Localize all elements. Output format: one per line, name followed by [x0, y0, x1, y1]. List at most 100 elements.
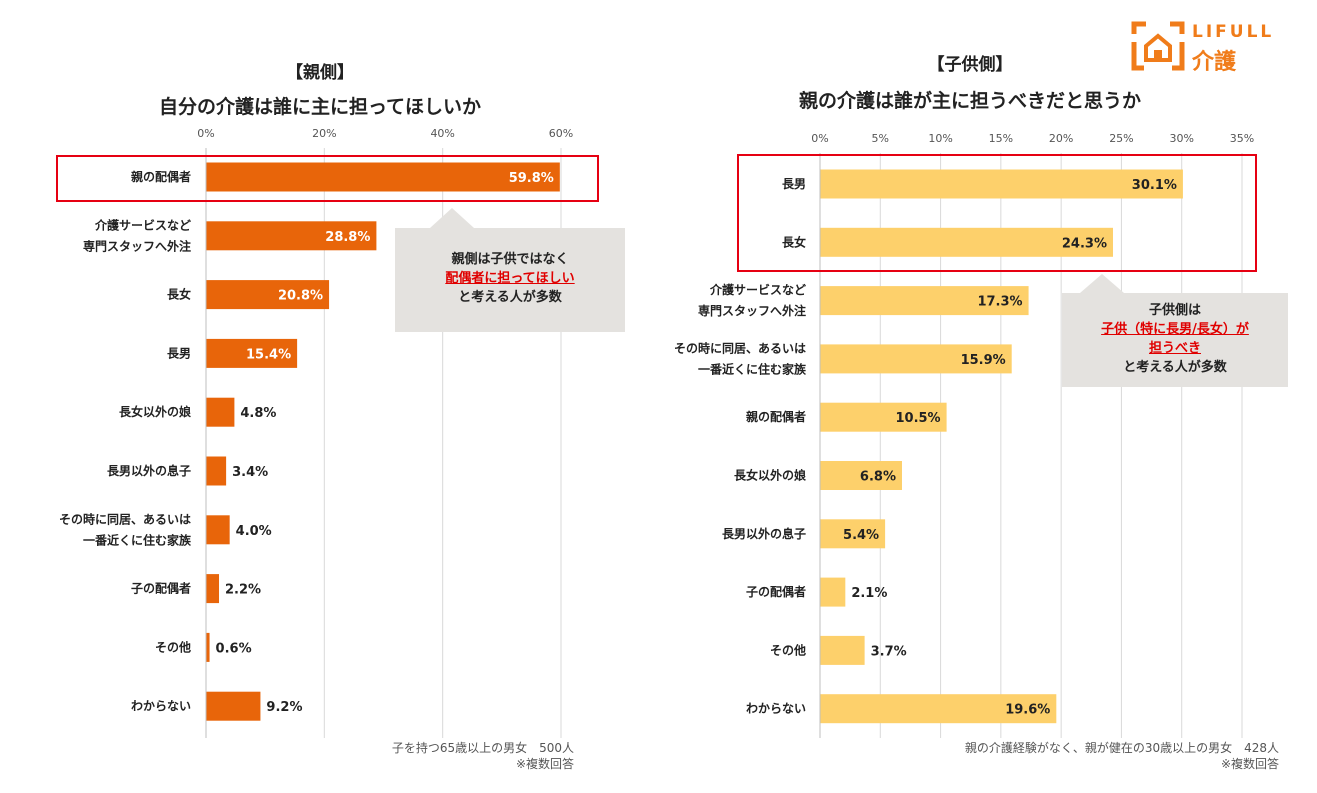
- value-label: 4.8%: [240, 406, 276, 421]
- value-label: 0.6%: [216, 641, 252, 656]
- x-tick-label: 15%: [989, 132, 1013, 145]
- sample-note-line2: ※複数回答: [515, 757, 574, 771]
- category-label: 長男: [167, 345, 191, 360]
- value-label: 6.8%: [860, 470, 896, 485]
- sample-note-line1: 子を持つ65歳以上の男女 500人: [391, 741, 574, 755]
- house-icon: [1131, 21, 1185, 71]
- value-label: 19.6%: [1005, 703, 1050, 718]
- bars: [820, 169, 1183, 724]
- callout-tail: [430, 208, 474, 228]
- category-label: 介護サービスなど: [709, 282, 806, 297]
- callout-line1: 親側は子供ではなく: [451, 252, 569, 267]
- bar: [820, 461, 902, 490]
- category-label: 専門スタッフへ外注: [83, 238, 191, 253]
- x-tick-label: 35%: [1230, 132, 1254, 145]
- callout-box: 子供側は 子供（特に長男/長女）が 担うべき と考える人が多数: [1062, 293, 1288, 387]
- x-tick-label: 0%: [811, 132, 828, 145]
- chart-subtitle: 自分の介護は誰に主に担ってほしいか: [158, 96, 482, 118]
- bar: [820, 694, 1057, 724]
- value-label: 17.3%: [977, 295, 1022, 310]
- category-label: その他: [770, 642, 806, 657]
- category-label: 一番近くに住む家族: [83, 532, 192, 547]
- x-tick-label: 0%: [197, 127, 214, 140]
- lifull-logo: LIFULL 介護: [1130, 20, 1300, 75]
- bar: [820, 577, 846, 607]
- chart-subtitle: 親の介護は誰が主に担うべきだと思うか: [798, 90, 1141, 112]
- sample-note-line2: ※複数回答: [1220, 757, 1279, 771]
- x-axis-ticks: 0% 20% 40% 60%: [197, 127, 573, 140]
- value-label: 30.1%: [1132, 178, 1177, 193]
- value-label: 2.1%: [851, 586, 887, 601]
- value-label: 15.9%: [961, 353, 1006, 368]
- category-labels: 長男長女介護サービスなど専門スタッフへ外注その時に同居、あるいは一番近くに住む家…: [674, 176, 807, 716]
- bar: [820, 344, 1012, 374]
- x-tick-label: 30%: [1169, 132, 1193, 145]
- x-tick-label: 20%: [1049, 132, 1073, 145]
- sample-note-line1: 親の介護経験がなく、親が健在の30歳以上の男女 428人: [964, 741, 1279, 755]
- bar: [206, 397, 235, 427]
- callout-tail: [1080, 274, 1124, 293]
- bar: [820, 169, 1183, 199]
- x-tick-label: 10%: [928, 132, 952, 145]
- callout-line3: 担うべき: [1148, 341, 1201, 356]
- value-label: 10.5%: [895, 411, 940, 426]
- value-label: 9.2%: [266, 700, 302, 715]
- category-label: 専門スタッフへ外注: [698, 303, 806, 318]
- category-label: 長男: [782, 176, 806, 191]
- x-tick-label: 25%: [1109, 132, 1133, 145]
- bar: [206, 574, 220, 604]
- category-label: 長女以外の娘: [119, 404, 191, 419]
- value-label: 2.2%: [225, 583, 261, 598]
- x-tick-label: 5%: [872, 132, 889, 145]
- category-label: わからない: [746, 702, 806, 716]
- bar: [206, 691, 261, 721]
- category-label: 長男以外の息子: [722, 526, 806, 541]
- value-label: 59.8%: [509, 171, 554, 186]
- highlight-box: [56, 155, 599, 202]
- category-label: 親の配偶者: [131, 169, 191, 184]
- bar: [820, 402, 947, 432]
- callout-line2: 子供（特に長男/長女）が: [1101, 322, 1249, 337]
- bar: [820, 635, 865, 665]
- bar: [206, 515, 230, 545]
- bar: [820, 286, 1029, 316]
- bar: [206, 338, 298, 368]
- sample-note: 子を持つ65歳以上の男女 500人 ※複数回答: [392, 740, 574, 772]
- bar: [206, 632, 210, 662]
- bar: [206, 456, 227, 486]
- bar: [206, 280, 330, 310]
- callout-line1: 子供側は: [1148, 303, 1201, 318]
- bar: [820, 519, 886, 549]
- value-label: 3.7%: [871, 644, 907, 659]
- value-label: 24.3%: [1062, 236, 1107, 251]
- category-label: 親の配偶者: [746, 409, 806, 424]
- category-label: 長男以外の息子: [107, 463, 191, 478]
- highlight-box: [737, 154, 1257, 272]
- bars: [206, 162, 560, 721]
- value-label: 5.4%: [843, 528, 879, 543]
- x-axis-ticks: 0% 5% 10% 15% 20% 25% 30% 35%: [811, 132, 1254, 145]
- value-label: 15.4%: [246, 347, 291, 362]
- category-label: わからない: [131, 699, 191, 713]
- category-label: 介護サービスなど: [94, 217, 191, 232]
- category-label: 長女以外の娘: [734, 468, 806, 483]
- callout-line4: と考える人が多数: [1123, 360, 1227, 375]
- logo-sub: 介護: [1192, 50, 1237, 75]
- x-tick-label: 40%: [430, 127, 454, 140]
- value-label: 4.0%: [236, 524, 272, 539]
- callout-line3: と考える人が多数: [458, 290, 562, 305]
- category-label: 長女: [782, 234, 806, 249]
- bar: [206, 162, 560, 192]
- category-label: 子の配偶者: [131, 581, 191, 596]
- logo-text: LIFULL: [1192, 22, 1275, 42]
- x-tick-label: 60%: [549, 127, 573, 140]
- value-label: 20.8%: [278, 289, 323, 304]
- category-label: 一番近くに住む家族: [698, 361, 807, 376]
- category-label: その時に同居、あるいは: [59, 511, 191, 526]
- bar: [206, 221, 377, 251]
- value-label: 3.4%: [232, 465, 268, 480]
- callout-box: 親側は子供ではなく 配偶者に担ってほしい と考える人が多数: [395, 228, 625, 332]
- category-label: その他: [155, 639, 191, 654]
- value-labels: 59.8% 28.8% 20.8% 15.4% 4.8% 3.4% 4.0% 2.2% 0.6%…: [216, 171, 554, 715]
- sample-note: 親の介護経験がなく、親が健在の30歳以上の男女 428人 ※複数回答: [965, 740, 1279, 772]
